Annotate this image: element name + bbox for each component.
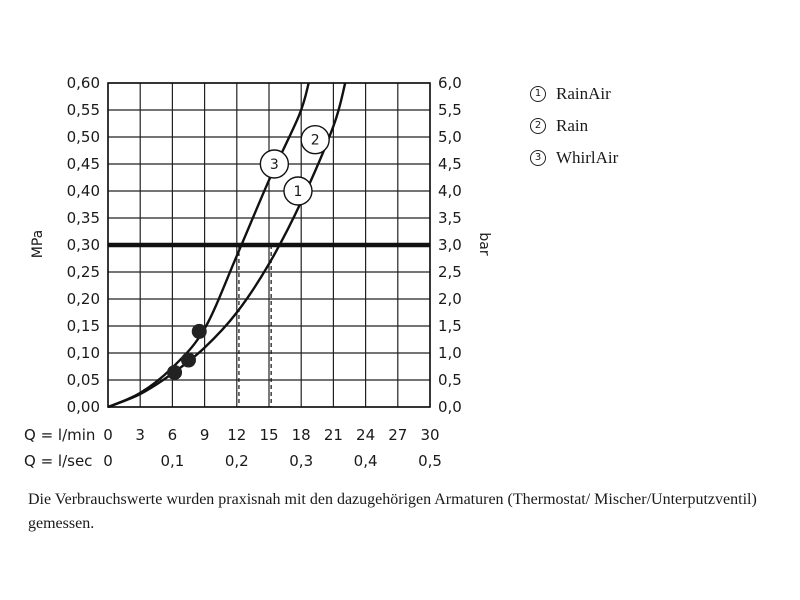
y-tick-label-bar: 2,0	[438, 290, 462, 308]
reference-lines	[108, 242, 430, 407]
operating-point-whirlair	[191, 323, 207, 339]
y-axis-label-right: bar	[476, 232, 492, 255]
x-tick-label-lmin: 21	[324, 426, 343, 444]
x-axis-label-lsec: Q = l/sec	[24, 452, 92, 470]
measurement-note: Die Verbrauchswerte wurden praxisnah mit…	[28, 491, 757, 532]
y-tick-label-bar: 3,0	[438, 236, 462, 254]
y-tick-label-bar: 0,0	[438, 398, 462, 416]
legend-marker: 3	[530, 150, 546, 166]
y-tick-label-mpa: 0,15	[67, 317, 100, 335]
y-tick-label-mpa: 0,05	[67, 371, 100, 389]
x-tick-label-lsec: 0,5	[418, 452, 442, 470]
legend-marker: 2	[530, 118, 546, 134]
legend-item-rainair: 1 RainAir	[530, 78, 618, 110]
x-tick-label-lsec: 0,1	[160, 452, 184, 470]
y-tick-label-bar: 5,0	[438, 128, 462, 146]
curve-label-circle	[300, 124, 330, 155]
y-tick-label-mpa: 0,30	[67, 236, 100, 254]
tick-labels: 0,000,050,100,150,200,250,300,350,400,45…	[67, 74, 462, 470]
x-tick-label-lsec: 0,4	[354, 452, 378, 470]
legend-item-whirlair: 3 WhirlAir	[530, 142, 618, 174]
y-axis-label-left: MPa	[30, 230, 46, 258]
y-tick-label-mpa: 0,40	[67, 182, 100, 200]
y-tick-label-bar: 1,5	[438, 317, 462, 335]
x-axis-label-lmin: Q = l/min	[24, 426, 95, 444]
x-tick-label-lmin: 30	[420, 426, 439, 444]
curve-label-number: 1	[294, 184, 303, 200]
curve-label-circle	[283, 176, 313, 206]
legend: 1 RainAir 2 Rain 3 WhirlAir	[530, 78, 618, 174]
x-tick-label-lmin: 18	[292, 426, 311, 444]
operating-point-rain	[167, 364, 183, 380]
legend-label: Rain	[556, 116, 589, 135]
operating-point-rainair	[181, 352, 196, 368]
x-tick-label-lmin: 9	[200, 426, 210, 444]
legend-item-rain: 2 Rain	[530, 110, 618, 142]
markers: 1 2 3	[167, 124, 330, 380]
curve-label-circle	[259, 149, 290, 179]
y-tick-label-bar: 4,5	[438, 155, 462, 173]
curve-whirlair	[107, 82, 310, 409]
y-tick-label-bar: 3,5	[438, 209, 462, 227]
x-tick-label-lmin: 27	[388, 426, 407, 444]
y-tick-label-mpa: 0,55	[67, 101, 100, 119]
y-tick-label-bar: 0,5	[438, 371, 462, 389]
y-tick-label-bar: 4,0	[438, 182, 462, 200]
curve-label-number: 2	[311, 133, 320, 149]
y-tick-label-bar: 2,5	[438, 263, 462, 281]
y-tick-label-mpa: 0,10	[67, 344, 100, 362]
y-tick-label-mpa: 0,50	[67, 128, 100, 146]
x-tick-label-lmin: 6	[168, 426, 178, 444]
x-tick-label-lmin: 24	[356, 426, 375, 444]
y-tick-label-mpa: 0,25	[67, 263, 100, 281]
x-tick-label-lmin: 12	[227, 426, 246, 444]
x-tick-label-lmin: 3	[135, 426, 145, 444]
curve-label-number: 3	[270, 157, 279, 173]
x-tick-label-lsec: 0	[103, 452, 113, 470]
y-tick-label-mpa: 0,45	[67, 155, 100, 173]
y-tick-label-mpa: 0,20	[67, 290, 100, 308]
y-tick-label-mpa: 0,00	[67, 398, 100, 416]
legend-label: WhirlAir	[556, 148, 619, 167]
y-tick-label-bar: 1,0	[438, 344, 462, 362]
y-tick-label-bar: 5,5	[438, 101, 462, 119]
y-tick-label-mpa: 0,60	[67, 74, 100, 92]
legend-marker: 1	[530, 86, 546, 102]
x-tick-label-lsec: 0,3	[289, 452, 313, 470]
y-tick-label-bar: 6,0	[438, 74, 462, 92]
x-tick-label-lsec: 0,2	[225, 452, 249, 470]
legend-label: RainAir	[556, 84, 611, 103]
x-tick-label-lmin: 0	[103, 426, 113, 444]
y-tick-label-mpa: 0,35	[67, 209, 100, 227]
x-tick-label-lmin: 15	[259, 426, 278, 444]
